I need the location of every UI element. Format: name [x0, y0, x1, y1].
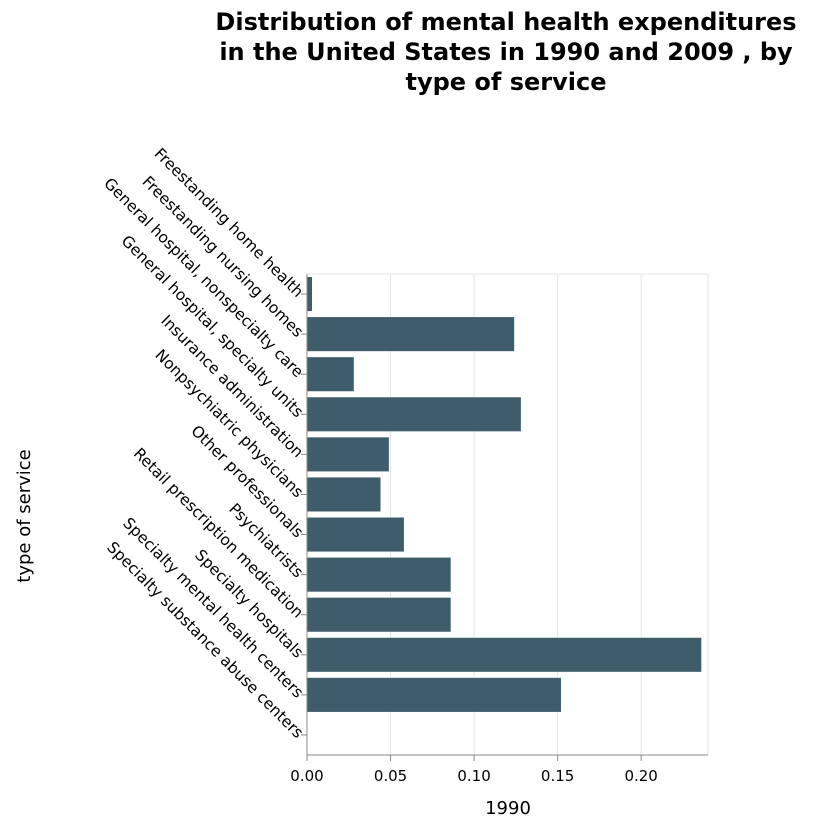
- bar-3: [307, 397, 521, 432]
- bar-2: [307, 357, 354, 392]
- chart-title-line-3: type of service: [406, 68, 607, 96]
- axes: 0.00 0.05 0.10 0.15 0.20: [290, 274, 708, 785]
- bar-10: [307, 677, 561, 712]
- x-tick-label-4: 0.20: [624, 767, 657, 785]
- bar-6: [307, 517, 404, 552]
- chart-title-line-1: Distribution of mental health expenditur…: [215, 8, 796, 36]
- chart-title: Distribution of mental health expenditur…: [215, 8, 796, 96]
- bar-0: [307, 277, 313, 312]
- x-tick-label-1: 0.05: [374, 767, 407, 785]
- bar-8: [307, 597, 451, 632]
- bar-1: [307, 317, 515, 352]
- x-tick-label-0: 0.00: [290, 767, 323, 785]
- x-axis-title: 1990: [485, 798, 531, 819]
- chart-title-line-2: in the United States in 1990 and 2009 , …: [219, 38, 793, 66]
- bar-5: [307, 477, 381, 512]
- gridlines: [306, 273, 709, 755]
- x-tick-label-2: 0.10: [457, 767, 490, 785]
- bars: [307, 277, 702, 712]
- x-tick-label-3: 0.15: [541, 767, 574, 785]
- category-label-1: Freestanding nursing homes: [139, 173, 307, 341]
- bar-9: [307, 637, 702, 672]
- bar-4: [307, 437, 389, 472]
- bar-7: [307, 557, 451, 592]
- y-axis-title: type of service: [14, 449, 35, 582]
